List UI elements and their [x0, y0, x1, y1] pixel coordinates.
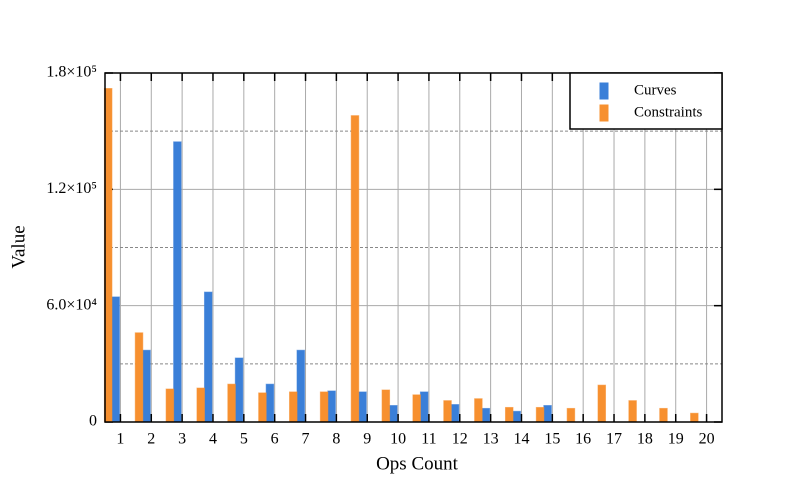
legend-label: Constraints: [634, 104, 702, 120]
bar: [481, 407, 491, 423]
x-tick-label: 20: [699, 431, 715, 448]
legend-swatch: [599, 104, 609, 122]
bar: [134, 332, 144, 423]
x-tick-label: 2: [147, 431, 155, 448]
bar: [350, 115, 360, 423]
x-tick-label: 19: [668, 431, 684, 448]
bar: [543, 405, 552, 423]
x-tick-label: 12: [452, 431, 468, 448]
bar: [142, 349, 151, 423]
legend-box: [569, 72, 723, 130]
plot-frame: [104, 72, 723, 423]
y-tick-label: 6.0×10⁴: [46, 296, 97, 313]
x-tick-label: 7: [302, 431, 310, 448]
bar: [196, 387, 205, 423]
bar: [597, 384, 607, 423]
x-tick-label: 6: [271, 431, 279, 448]
x-tick-label: 11: [421, 431, 436, 448]
bar: [265, 383, 275, 423]
y-axis-label: Value: [8, 225, 29, 268]
x-tick-label: 17: [606, 431, 622, 448]
legend-swatch: [599, 82, 609, 100]
bar: [258, 392, 267, 423]
bar: [566, 407, 576, 423]
bar: [289, 391, 298, 423]
legend-label: Curves: [634, 82, 677, 98]
x-tick-label: 16: [575, 431, 591, 448]
bar: [173, 141, 182, 423]
bar: [319, 391, 329, 423]
x-tick-label: 13: [483, 431, 499, 448]
bar: [450, 404, 460, 423]
bar: [203, 291, 213, 423]
bar: [227, 383, 236, 423]
bar: [234, 357, 244, 423]
bar: [381, 389, 391, 423]
bar: [327, 390, 336, 423]
x-tick-label: 8: [332, 431, 340, 448]
x-axis-label: Ops Count: [376, 453, 459, 474]
bar: [412, 394, 421, 423]
x-tick-label: 9: [363, 431, 371, 448]
y-tick-label: 1.2×10⁵: [46, 180, 97, 197]
x-tick-label: 3: [178, 431, 186, 448]
bar: [512, 410, 521, 423]
bar: [165, 388, 175, 423]
bar: [358, 391, 367, 423]
bar: [504, 406, 514, 423]
bar: [111, 296, 120, 423]
bar: [443, 400, 452, 423]
bar: [296, 349, 306, 423]
bar: [474, 398, 483, 423]
x-tick-label: 15: [544, 431, 560, 448]
y-tick-label: 1.8×10⁵: [46, 64, 97, 81]
x-tick-label: 4: [209, 431, 217, 448]
y-tick-label: 0: [89, 413, 97, 430]
x-tick-label: 14: [513, 431, 529, 448]
x-tick-label: 10: [390, 431, 406, 448]
bar: [659, 407, 668, 423]
x-tick-label: 1: [116, 431, 124, 448]
bar: [419, 391, 429, 423]
x-tick-label: 5: [240, 431, 248, 448]
x-tick-label: 18: [637, 431, 653, 448]
bar: [389, 405, 398, 423]
bar: [690, 412, 699, 423]
bar: [535, 406, 545, 423]
bar: [628, 400, 637, 423]
